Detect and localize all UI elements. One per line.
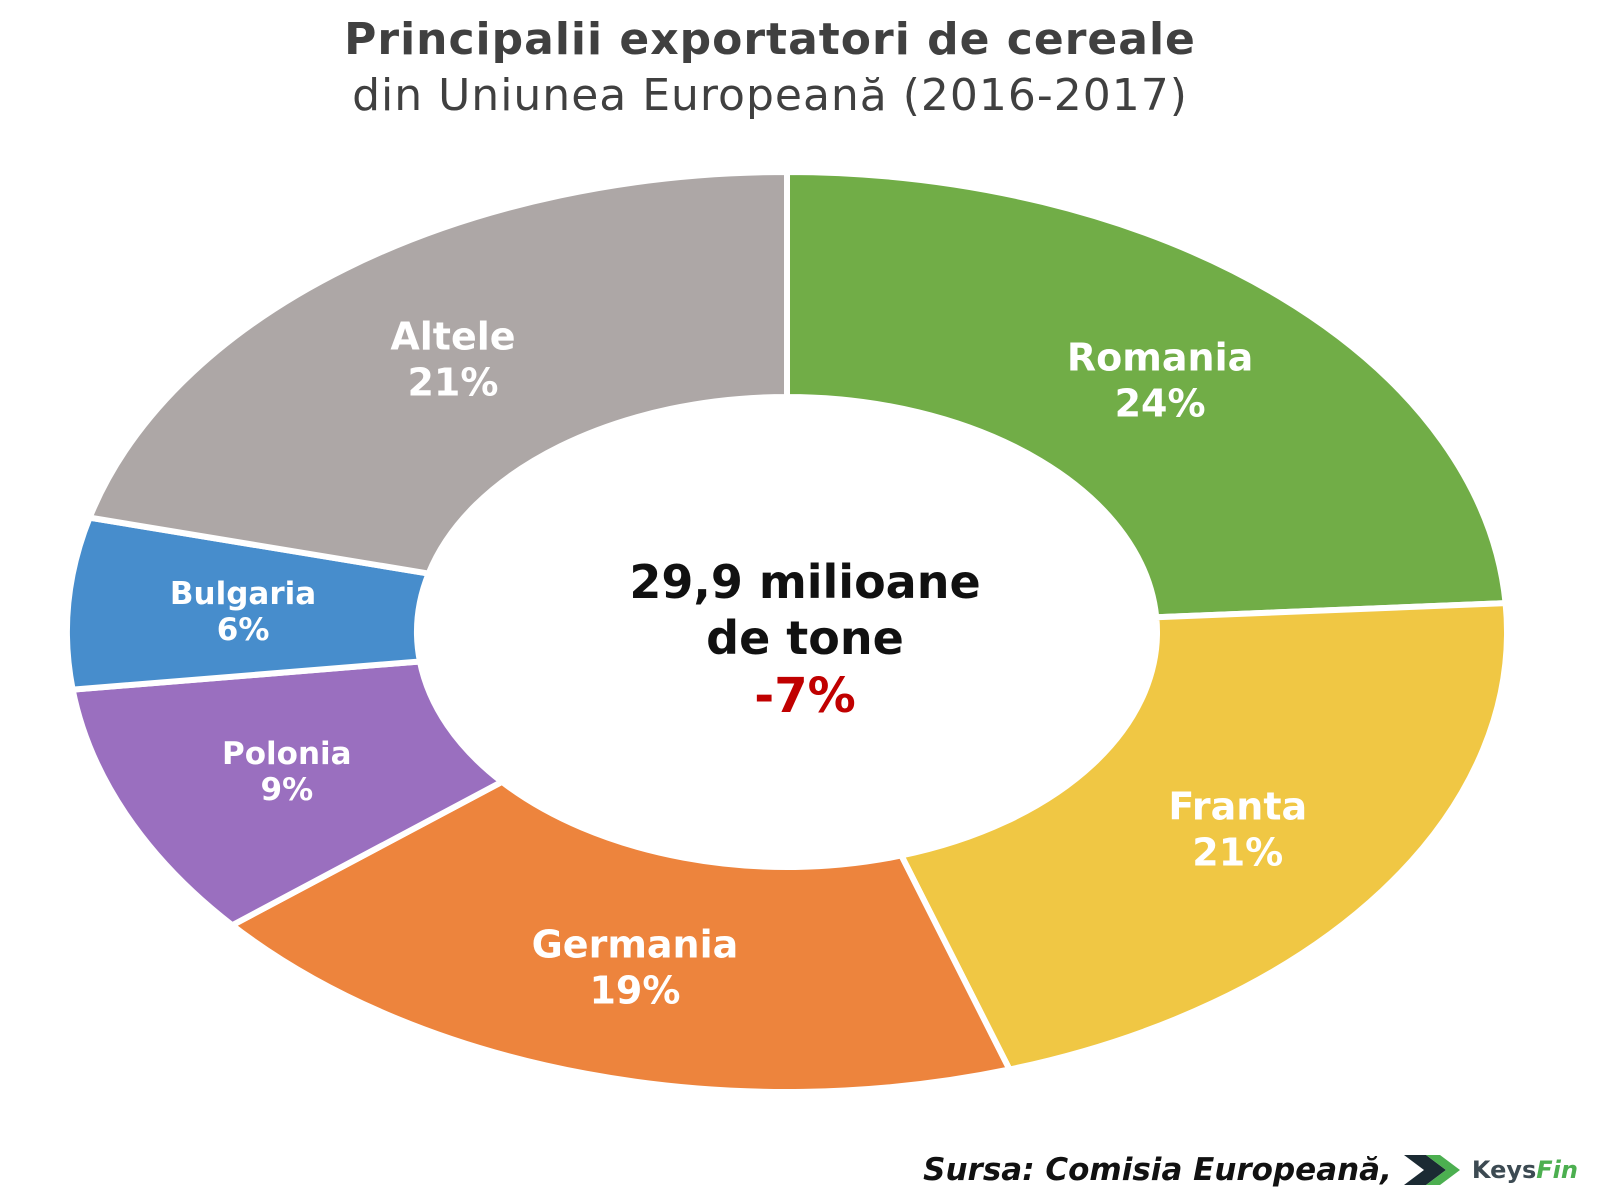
- footer: Sursa: Comisia Europeană, KeysFin: [923, 1150, 1578, 1190]
- chart-title-line2: din Uniunea Europeană (2016-2017): [352, 70, 1188, 121]
- donut-slices: [64, 169, 1510, 1095]
- slice-germania: [229, 778, 1013, 1095]
- keysfin-logo: KeysFin: [1402, 1152, 1578, 1188]
- slice-value-polonia: 9%: [261, 772, 314, 808]
- slice-value-altele: 21%: [407, 360, 498, 404]
- slice-label-franta: Franta: [1168, 784, 1307, 828]
- logo-text-accent: Fin: [1536, 1156, 1578, 1184]
- center-total-line2: de tone: [706, 611, 904, 665]
- slice-value-bulgaria: 6%: [217, 612, 270, 648]
- logo-arrow-icon: [1403, 1155, 1460, 1185]
- center-total-line1: 29,9 milioane: [629, 555, 980, 609]
- slice-value-romania: 24%: [1115, 382, 1206, 426]
- slice-label-bulgaria: Bulgaria: [170, 576, 316, 612]
- source-text: Sursa: Comisia Europeană,: [923, 1152, 1392, 1188]
- slice-value-franta: 21%: [1192, 830, 1283, 874]
- logo-text-main: Keys: [1471, 1156, 1537, 1184]
- slice-value-germania: 19%: [589, 969, 680, 1013]
- slice-polonia: [69, 658, 505, 929]
- slice-label-altele: Altele: [390, 314, 515, 358]
- slice-label-germania: Germania: [532, 923, 739, 967]
- center-summary: 29,9 milioane de tone -7%: [629, 555, 980, 724]
- slice-altele: [86, 169, 790, 577]
- slice-label-polonia: Polonia: [222, 736, 352, 772]
- slice-franta: [898, 600, 1510, 1073]
- chart-title-line1: Principalii exportatori de cereale: [344, 14, 1196, 65]
- slice-romania: [784, 169, 1509, 621]
- donut-labels: Romania24%Franta21%Germania19%Polonia9%B…: [170, 314, 1307, 1012]
- logo-text: KeysFin: [1472, 1156, 1578, 1184]
- slice-label-romania: Romania: [1067, 336, 1253, 380]
- chart-title: Principalii exportatori de cereale din U…: [0, 12, 1540, 124]
- center-change: -7%: [754, 668, 855, 724]
